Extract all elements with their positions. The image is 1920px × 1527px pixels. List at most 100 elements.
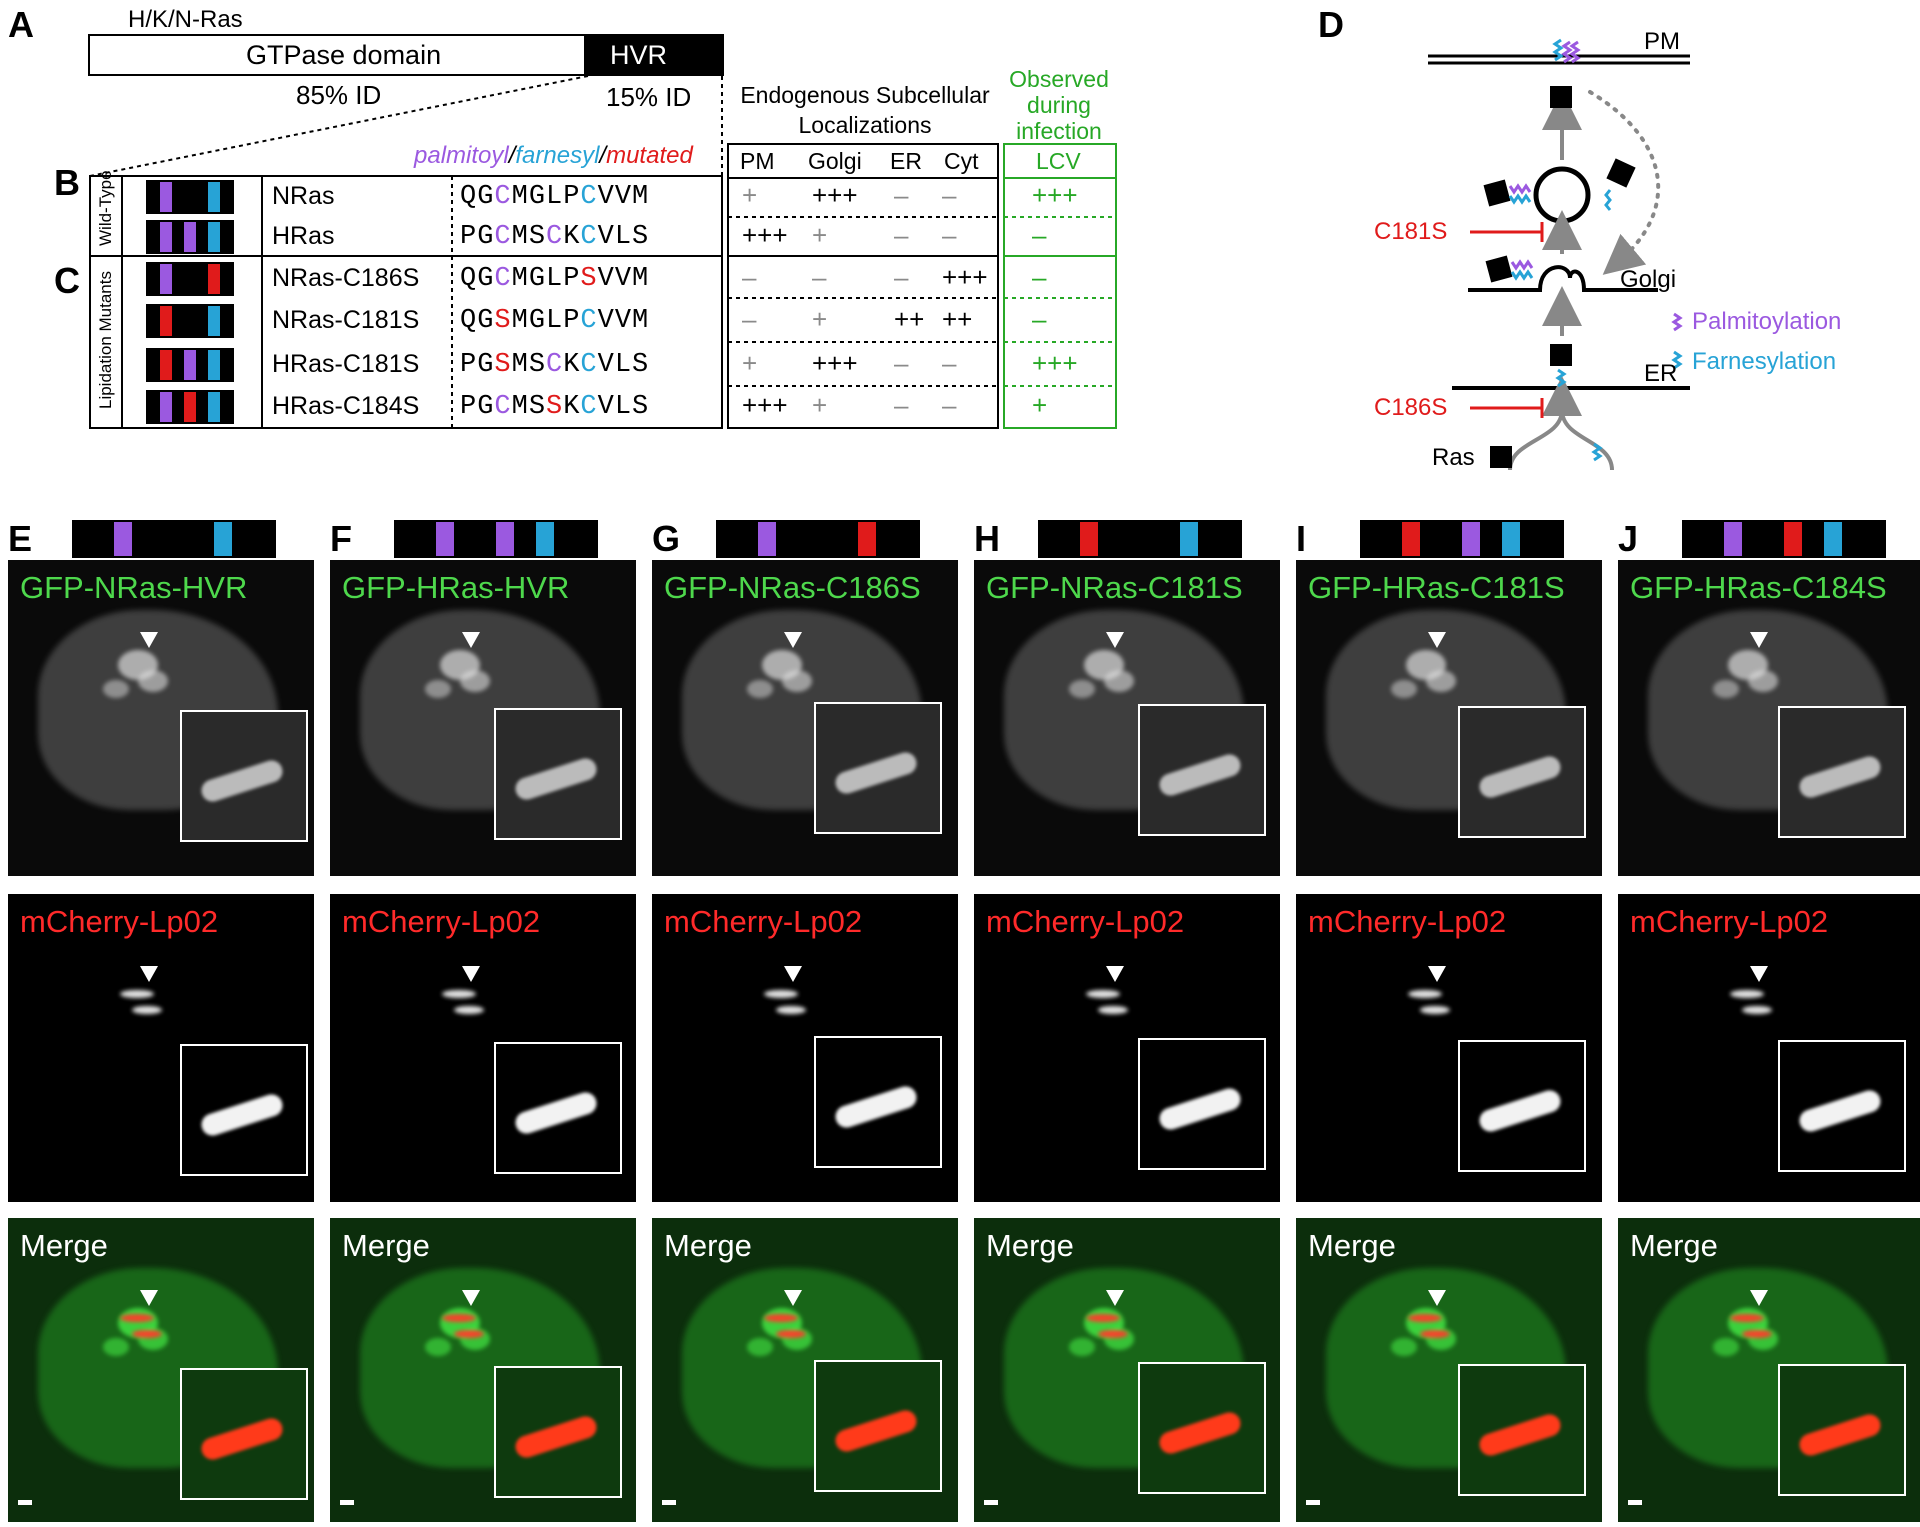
strip-segment [208, 350, 220, 380]
gtpase-domain-label: GTPase domain [246, 40, 442, 70]
fluorescent-signal [1098, 1006, 1128, 1014]
zoom-inset [1778, 1364, 1906, 1496]
scale-bar [1628, 1500, 1642, 1505]
arrowhead-marker [1428, 632, 1446, 648]
residue: C [494, 392, 512, 422]
hvr-lipid-strip [146, 262, 234, 296]
localization-score: +++ [742, 390, 788, 420]
fluorescent-signal [1730, 1314, 1764, 1322]
gfp-micrograph: GFP-NRas-HVR [8, 560, 314, 876]
bacterium-zoom [1476, 1087, 1564, 1135]
arrowhead-marker [1428, 1290, 1446, 1306]
strip-segment [818, 522, 838, 556]
residue: S [528, 222, 547, 252]
hvr-sequence: PGSMSCKCVLS [460, 350, 649, 380]
localization-score: – [942, 180, 957, 210]
fluorescent-signal [442, 1314, 476, 1322]
gfp-micrograph: GFP-HRas-HVR [330, 560, 636, 876]
zoom-inset [1778, 706, 1906, 838]
strip-segment [184, 182, 196, 212]
mcherry-channel-label: mCherry-Lp02 [342, 904, 541, 939]
strip-segment [220, 392, 232, 422]
lcv-score: +++ [1032, 348, 1078, 378]
localization-score: + [812, 220, 828, 250]
localization-score: – [894, 348, 909, 378]
residue: L [614, 392, 633, 422]
strip-segment [1200, 522, 1220, 556]
group-lipidation-mutants: Lipidation Mutants [96, 271, 115, 409]
fluorescent-signal [138, 670, 168, 692]
construct-name: NRas-C181S [272, 306, 420, 334]
residue: K [563, 392, 581, 422]
bacterium-zoom [1476, 1411, 1564, 1459]
merge-label: Merge [1630, 1228, 1718, 1263]
residue: S [580, 264, 598, 294]
fluorescent-signal [776, 1330, 806, 1338]
residue: G [528, 306, 547, 336]
localization-score: – [942, 220, 957, 250]
lcv-score: – [1032, 220, 1047, 250]
strip-segment [114, 522, 134, 556]
strip-segment [160, 182, 172, 212]
residue: G [477, 222, 495, 252]
observed-header: Observed during infection [1009, 66, 1109, 144]
col-cyt: Cyt [944, 148, 979, 174]
arrowhead-marker [462, 632, 480, 648]
fluorescent-signal [1069, 1338, 1095, 1356]
construct-name: NRas [272, 182, 335, 210]
strip-segment [1724, 522, 1744, 556]
panel-label-g: G [652, 518, 681, 559]
strip-segment [196, 350, 208, 380]
bacterium-zoom [512, 1413, 600, 1461]
gtpase-domain-box [88, 34, 586, 76]
strip-segment [220, 264, 232, 294]
arrowhead-marker [1750, 1290, 1768, 1306]
fluorescent-signal [1104, 670, 1134, 692]
residue: G [477, 392, 495, 422]
strip-segment [1844, 522, 1864, 556]
mcherry-micrograph: mCherry-Lp02 [8, 894, 314, 1202]
strip-segment [1140, 522, 1160, 556]
fluorescent-signal [425, 1338, 451, 1356]
mcherry-channel-label: mCherry-Lp02 [1630, 904, 1829, 939]
legend-mutated: mutated [606, 142, 693, 169]
residue: G [528, 264, 547, 294]
hvr-sequence: PGCMSSKCVLS [460, 392, 649, 422]
strip-segment [220, 306, 232, 336]
localization-score: ++ [942, 304, 973, 334]
strip-segment [738, 522, 758, 556]
strip-segment [1422, 522, 1442, 556]
gfp-channel-label: GFP-HRas-HVR [342, 570, 570, 605]
strip-segment [1804, 522, 1824, 556]
merge-micrograph: Merge [974, 1218, 1280, 1522]
bacterium-zoom [1796, 1087, 1884, 1135]
modification-legend: palmitoyl/farnesyl/mutated [414, 142, 693, 169]
lcv-score: +++ [1032, 180, 1078, 210]
fluorescent-signal [1086, 1314, 1120, 1322]
gfp-micrograph: GFP-NRas-C181S [974, 560, 1280, 876]
strip-segment [134, 522, 154, 556]
fluorescent-signal [132, 1330, 162, 1338]
localization-score: – [894, 390, 909, 420]
strip-segment [1220, 522, 1240, 556]
fluorescent-signal [120, 1314, 154, 1322]
localization-score: +++ [812, 180, 858, 210]
arrowhead-marker [1428, 966, 1446, 982]
zoom-inset [1138, 704, 1266, 836]
strip-segment [196, 306, 208, 336]
fluorescent-signal [1408, 1314, 1442, 1322]
scale-bar [340, 1500, 354, 1505]
strip-segment [220, 182, 232, 212]
fluorescent-signal [747, 680, 773, 698]
strip-segment [172, 264, 184, 294]
merge-label: Merge [664, 1228, 752, 1263]
hvr-lipid-strip [394, 520, 598, 558]
gfp-channel-label: GFP-NRas-HVR [20, 570, 248, 605]
residue: V [597, 264, 615, 294]
strip-segment [1160, 522, 1180, 556]
fluorescent-signal [454, 1330, 484, 1338]
fluorescent-signal [442, 990, 476, 998]
residue: M [511, 264, 529, 294]
bacterium-zoom [832, 1407, 920, 1455]
gfp-channel-label: GFP-NRas-C186S [664, 570, 921, 605]
